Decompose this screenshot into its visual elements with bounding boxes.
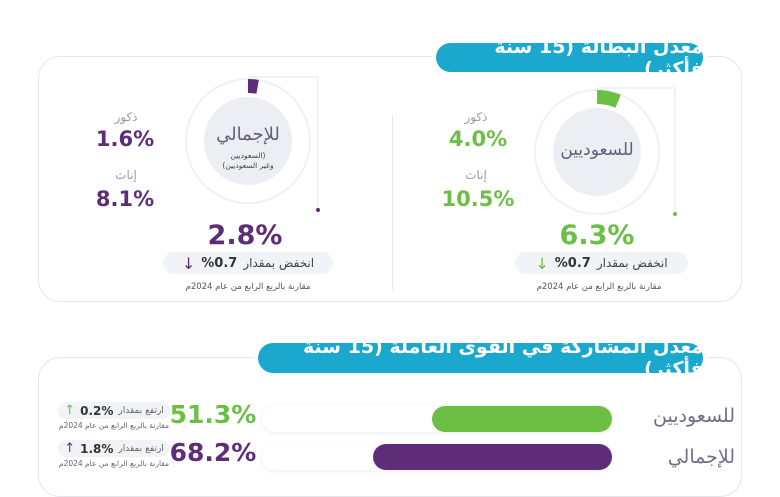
change-value: 1.8%	[80, 441, 114, 456]
leader-dot	[316, 208, 320, 212]
donut-saudis	[534, 87, 677, 216]
donut-total-label: للإجمالي	[216, 124, 280, 145]
row-change: ارتفع بمقدار 0.2% ↑	[58, 402, 170, 419]
participation-title: معدل المشاركة في القوى العاملة (15 سنة ف…	[258, 336, 703, 380]
change-value: %0.7	[554, 255, 591, 271]
change-value: 0.2%	[80, 403, 114, 418]
donut-saudis-label: للسعوديين	[560, 140, 634, 160]
row-value: 68.2%	[169, 438, 257, 467]
row-note: مقارنة بالربع الرابع من عام 2024م	[58, 421, 170, 430]
donut-total-sublabel-1: (السعوديين	[230, 151, 266, 160]
divider	[392, 115, 393, 290]
saudis-change: انخفض بمقدار %0.7 ↓	[515, 252, 688, 274]
donut-segment	[596, 90, 621, 108]
bar-fill	[373, 444, 612, 470]
change-value: %0.7	[201, 255, 238, 271]
saudis-female-value: 10.5%	[441, 187, 515, 211]
bar-track	[262, 406, 612, 432]
change-text: انخفض بمقدار	[596, 256, 668, 270]
arrow-up-icon: ↑	[64, 441, 76, 456]
row-change: ارتفع بمقدار 1.8% ↑	[58, 440, 170, 457]
row-note: مقارنة بالربع الرابع من عام 2024م	[58, 459, 170, 468]
arrow-up-icon: ↑	[64, 403, 76, 418]
saudis-female-label: إناث	[465, 168, 487, 182]
donut-segment	[247, 79, 259, 94]
saudis-rate: 6.3%	[559, 220, 635, 251]
total-male-label: ذكور	[114, 110, 138, 124]
donut-total-sublabel-2: وغير السعوديين)	[222, 161, 274, 170]
total-female-value: 8.1%	[95, 187, 155, 211]
change-text: ارتفع بمقدار	[118, 443, 164, 454]
row-label: للإجمالي	[667, 446, 735, 468]
change-text: انخفض بمقدار	[243, 256, 315, 270]
row-value: 51.3%	[169, 400, 257, 429]
unemployment-title: معدل البطالة (15 سنة فأكثر)	[436, 36, 703, 80]
arrow-down-icon: ↓	[181, 253, 196, 273]
leader-line	[248, 76, 319, 210]
row-label: للسعوديين	[653, 405, 735, 427]
total-note: مقارنة بالربع الرابع من عام 2024م	[185, 282, 311, 292]
donut-center	[204, 97, 292, 185]
total-change: انخفض بمقدار %0.7 ↓	[163, 252, 333, 274]
total-rate: 2.8%	[207, 220, 283, 251]
arrow-down-icon: ↓	[535, 253, 549, 273]
total-male-value: 1.6%	[95, 127, 155, 151]
leader-dot	[673, 212, 677, 216]
saudis-male-label: ذكور	[464, 110, 488, 124]
leader-line	[597, 87, 676, 214]
bar-fill	[432, 406, 612, 432]
donut-center	[553, 108, 641, 196]
saudis-male-value: 4.0%	[448, 127, 508, 151]
bar-track	[262, 444, 612, 470]
total-female-label: إناث	[115, 168, 137, 182]
change-text: ارتفع بمقدار	[118, 405, 164, 416]
saudis-note: مقارنة بالربع الرابع من عام 2024م	[536, 282, 662, 292]
donut-total	[185, 76, 320, 212]
